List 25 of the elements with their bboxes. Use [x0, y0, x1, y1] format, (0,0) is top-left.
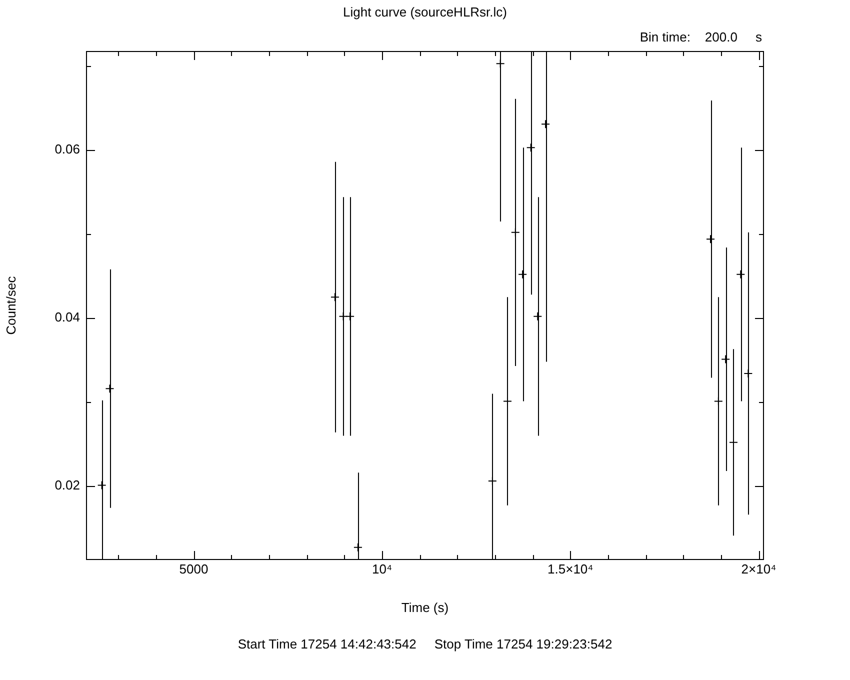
- chart-title: Light curve (sourceHLRsr.lc): [343, 4, 507, 20]
- x-tick-label: 5000: [179, 561, 208, 576]
- point: [533, 312, 542, 321]
- text: Start Time 17254 14:42:43:542 Stop Time 17254 19:29:23:542: [238, 636, 612, 652]
- x-tick-label: 10⁴: [372, 561, 392, 576]
- point: [526, 143, 536, 152]
- text: Bin time: 200.0 s: [640, 30, 762, 45]
- point: [706, 234, 716, 244]
- x-tick-label: 2×10⁴: [741, 561, 776, 576]
- y-tick-label: 0.02: [54, 478, 80, 493]
- point: [736, 270, 746, 279]
- point: [105, 384, 114, 394]
- point: [518, 270, 528, 279]
- point: [97, 480, 106, 490]
- point: [721, 354, 730, 364]
- y-axis-title: Count/sec: [3, 276, 18, 335]
- point: [330, 292, 340, 302]
- point: [744, 369, 753, 378]
- y-tick-label: 0.04: [54, 310, 80, 325]
- x-tick-label: 1.5×10⁴: [548, 561, 594, 576]
- point: [541, 120, 550, 129]
- point: [353, 542, 362, 552]
- point: [346, 312, 355, 321]
- x-axis-title: Time (s): [401, 600, 449, 615]
- y-tick-label: 0.06: [54, 142, 80, 157]
